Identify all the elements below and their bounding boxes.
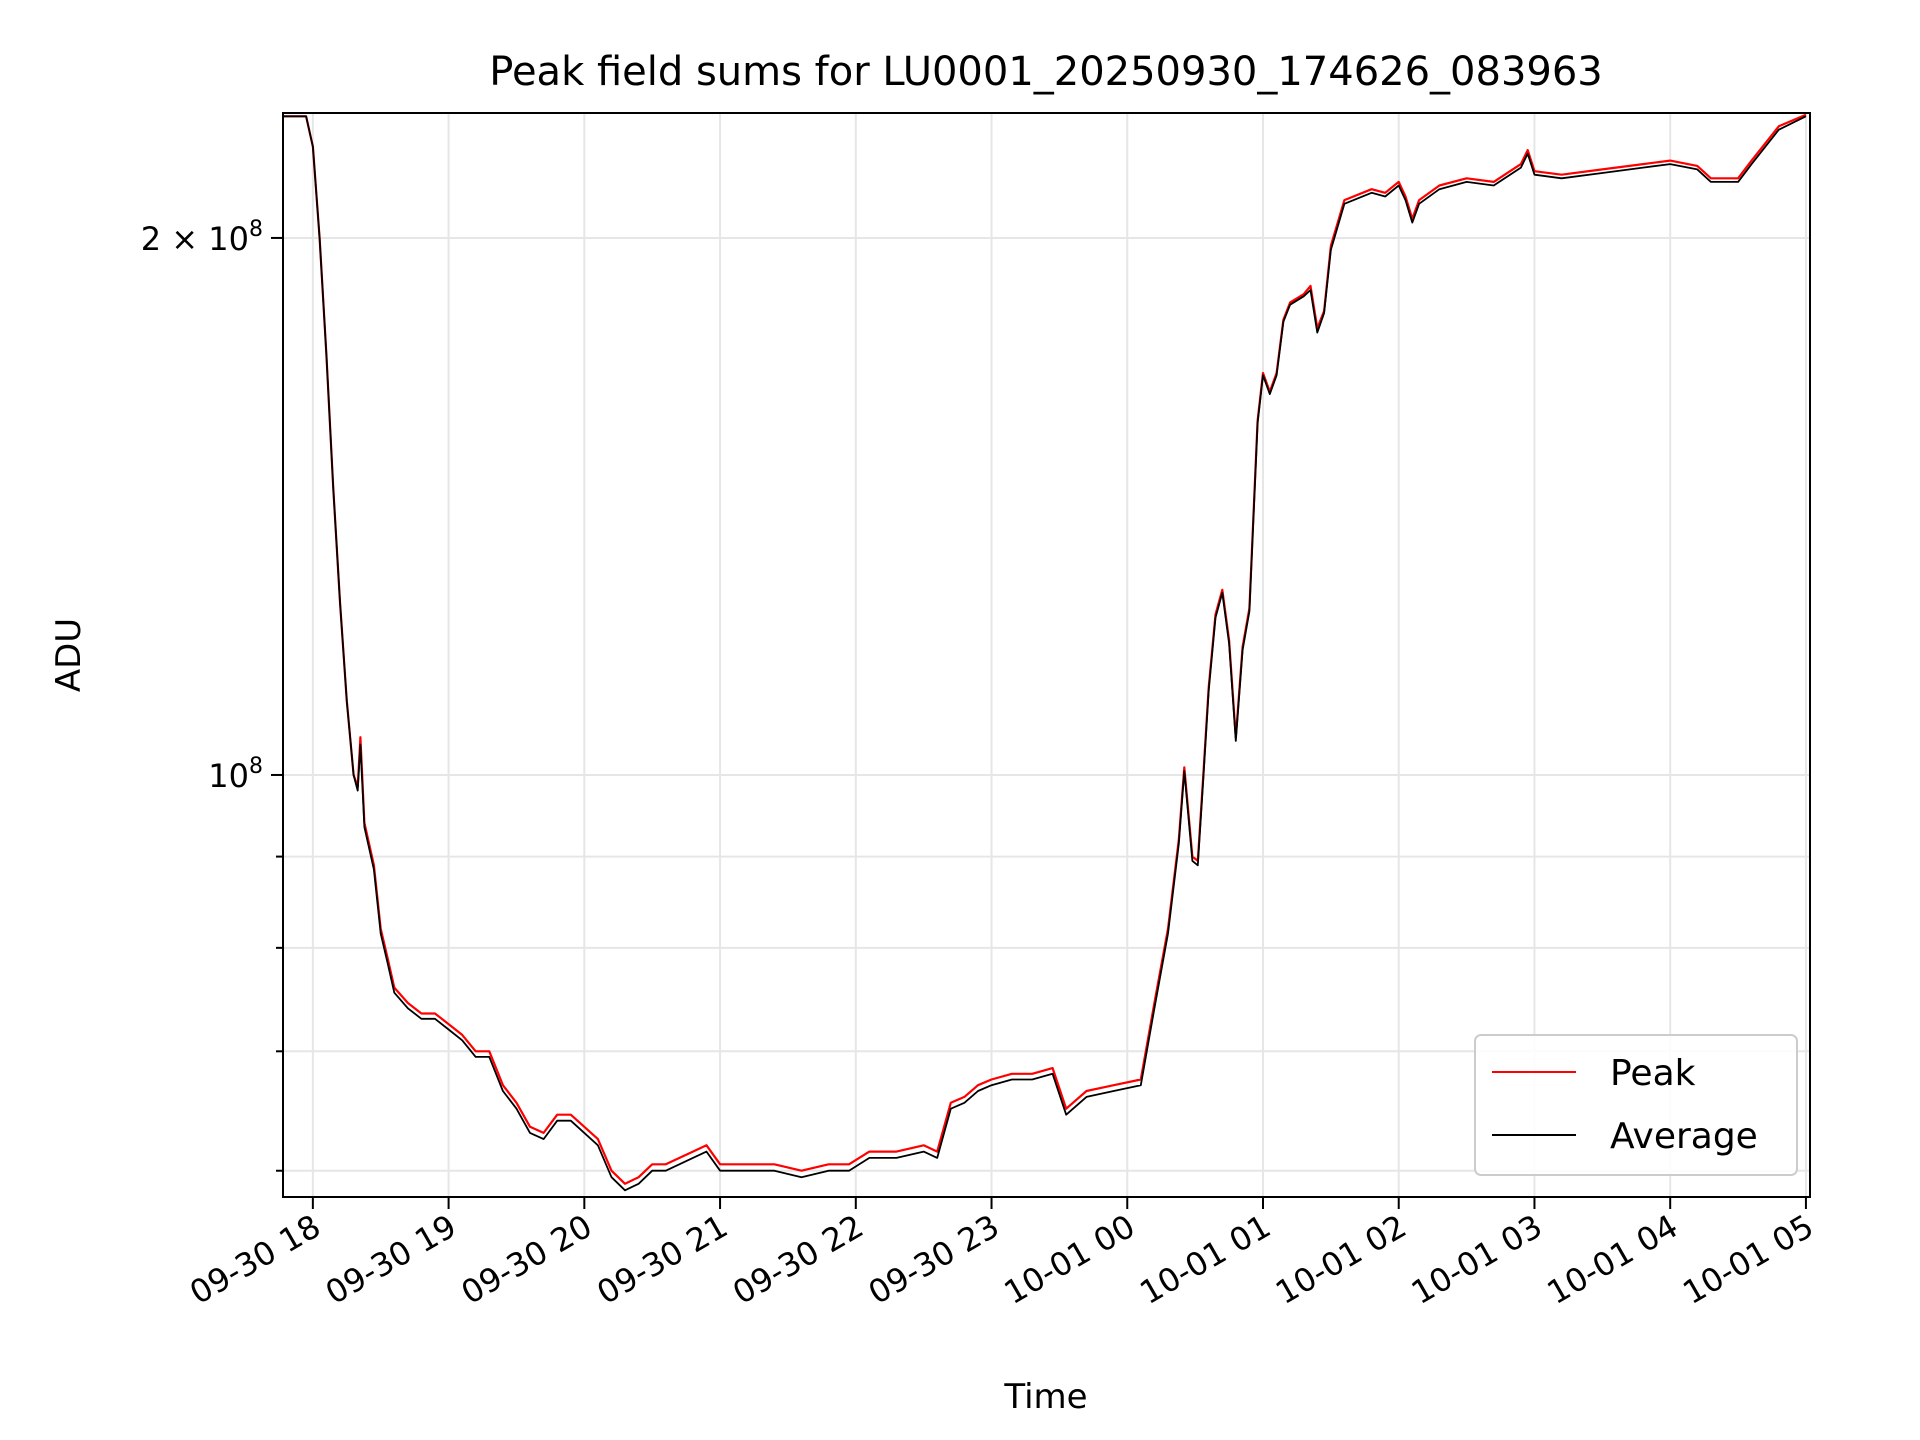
y-tick-label: 108 (208, 754, 263, 795)
series-line-average (283, 115, 1807, 1192)
plot-frame (282, 112, 1811, 1198)
data-layer (283, 113, 1807, 1192)
x-axis-label: Time (1003, 1377, 1087, 1417)
series-line-peak (283, 113, 1807, 1185)
y-tick-label: 2 × 108 (141, 217, 263, 258)
legend-box (1474, 1034, 1798, 1176)
y-axis-label: ADU (49, 618, 89, 692)
legend-average-label: Average (1610, 1116, 1758, 1157)
chart-title: Peak field sums for LU0001_20250930_1746… (489, 49, 1603, 95)
legend-peak-label: Peak (1610, 1053, 1696, 1094)
grid-layer (283, 113, 1810, 1197)
legend: Peak Average (1474, 1034, 1798, 1176)
